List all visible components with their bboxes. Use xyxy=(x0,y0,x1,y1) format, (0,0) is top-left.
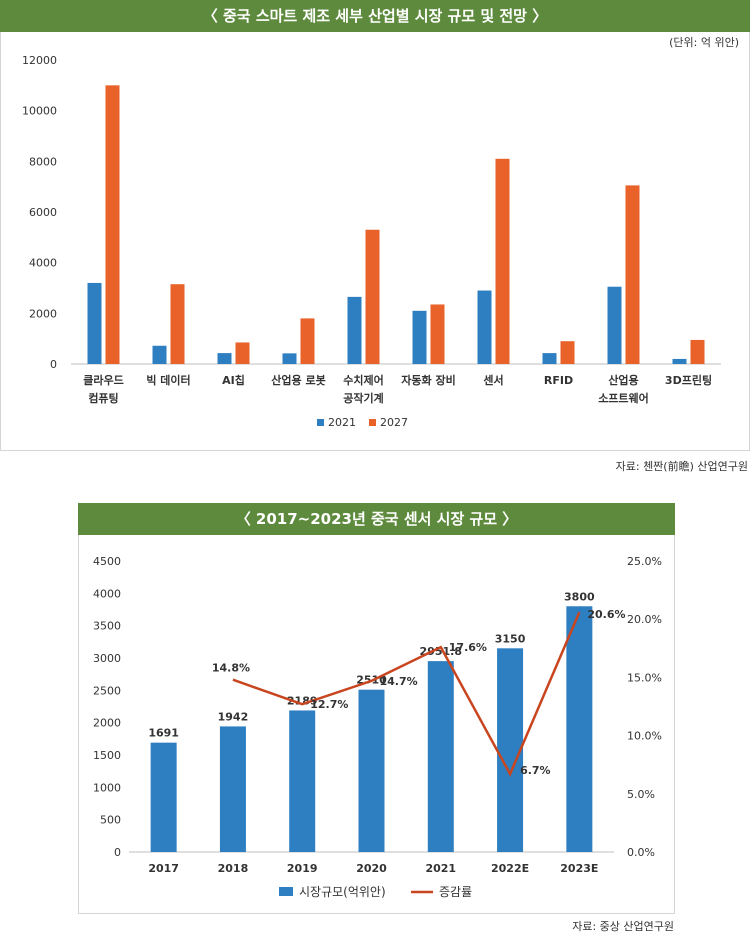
bar-2021 xyxy=(217,353,232,364)
y-tick-label: 10000 xyxy=(22,105,57,118)
y2-tick-label: 25.0% xyxy=(627,555,662,568)
bar-2021 xyxy=(282,353,297,364)
y-tick-label: 12000 xyxy=(22,54,57,67)
unit-note: (단위: 억 위안) xyxy=(669,36,739,49)
bar-2027 xyxy=(300,318,315,364)
x-tick-label: 센서 xyxy=(483,373,503,387)
y-tick-label: 3500 xyxy=(93,620,121,633)
bar-data-label: 3150 xyxy=(495,632,526,645)
line-data-label: 20.6% xyxy=(587,608,625,621)
bar-2021 xyxy=(672,358,687,364)
chart1-title: 〈 중국 스마트 제조 세부 산업별 시장 규모 및 전망 〉 xyxy=(0,0,750,32)
x-tick-label: RFID xyxy=(544,374,573,387)
bar-2021 xyxy=(607,286,622,364)
y-tick-label: 4000 xyxy=(93,587,121,600)
x-tick-label: 클라우드 xyxy=(83,373,123,387)
x-tick-label: 빅 데이터 xyxy=(146,373,190,387)
bar-2027 xyxy=(560,341,575,364)
x-tick-label: 수치제어 xyxy=(343,373,383,387)
y-tick-label: 3000 xyxy=(93,652,121,665)
line-data-label: 14.8% xyxy=(212,662,250,675)
bar-2021 xyxy=(152,345,167,364)
chart2-panel: 0 500 1000 1500 2000 2500 3000 3500 4000 4500 0.0%… xyxy=(78,535,675,914)
x-tick-label: 2020 xyxy=(356,862,387,875)
legend-label-2021: 2021 xyxy=(328,416,356,429)
y-tick-label: 4500 xyxy=(93,555,121,568)
bar-2021 xyxy=(412,310,427,364)
y-tick-label: 4000 xyxy=(29,257,57,270)
line-data-label: 17.6% xyxy=(449,641,487,654)
bar-2027 xyxy=(690,339,705,364)
y-tick-label: 2000 xyxy=(29,307,57,320)
bar-2021 xyxy=(477,290,492,364)
line-growth-rate xyxy=(232,611,581,777)
bar-market-size xyxy=(150,742,177,852)
chart2-title: 〈 2017~2023년 중국 센서 시장 규모 〉 xyxy=(78,503,675,535)
chart2-source: 자료: 중상 산업연구원 xyxy=(572,920,674,933)
bar-data-label: 2189 xyxy=(287,694,318,707)
bar-market-size xyxy=(427,661,454,852)
x-tick-label: 산업용 xyxy=(608,373,638,387)
bar-2027 xyxy=(365,229,380,364)
chart2-svg: 0 500 1000 1500 2000 2500 3000 3500 4000 4500 0.0%… xyxy=(93,555,662,899)
bar-2027 xyxy=(105,85,120,365)
y2-tick-label: 5.0% xyxy=(627,788,655,801)
bar-data-label: 2951.8 xyxy=(420,645,462,658)
y2-tick-label: 0.0% xyxy=(627,846,655,859)
y-tick-label: 1000 xyxy=(93,781,121,794)
line-data-label: 14.7% xyxy=(380,675,418,688)
legend-label-market-size: 시장규모(억위안) xyxy=(299,885,386,899)
bar-2027 xyxy=(235,342,250,364)
bar-data-label: 1691 xyxy=(148,727,179,740)
y-tick-label: 0 xyxy=(50,358,57,371)
line-data-label: 6.7% xyxy=(520,764,551,777)
legend-swatch-market-size xyxy=(279,887,293,896)
bar-2021 xyxy=(87,282,102,364)
x-tick-label: 공작기계 xyxy=(343,391,383,405)
y2-tick-label: 10.0% xyxy=(627,730,662,743)
line-data-label: 12.7% xyxy=(310,698,348,711)
x-tick-label: 2022E xyxy=(491,862,529,875)
y-tick-label: 0 xyxy=(114,846,121,859)
bar-2027 xyxy=(625,185,640,364)
bar-2021 xyxy=(542,353,557,364)
y-tick-label: 1500 xyxy=(93,749,121,762)
bar-market-size xyxy=(219,726,246,852)
x-tick-label: 3D프린팅 xyxy=(665,373,712,387)
x-tick-label: 2021 xyxy=(425,862,456,875)
x-tick-label: 소프트웨어 xyxy=(598,391,649,405)
legend-swatch-2021 xyxy=(317,419,324,426)
x-tick-label: 2023E xyxy=(560,862,598,875)
bar-2027 xyxy=(495,158,510,364)
y-tick-label: 2000 xyxy=(93,717,121,730)
y-tick-label: 500 xyxy=(100,814,121,827)
legend-swatch-2027 xyxy=(369,419,376,426)
bar-market-size xyxy=(289,710,316,852)
bar-2027 xyxy=(170,284,185,364)
bar-market-size xyxy=(358,689,385,852)
y-tick-label: 8000 xyxy=(29,155,57,168)
legend-label-2027: 2027 xyxy=(380,416,408,429)
bar-2021 xyxy=(347,296,362,364)
x-tick-label: 2017 xyxy=(148,862,179,875)
bar-market-size xyxy=(497,648,524,852)
x-tick-label: 2019 xyxy=(287,862,318,875)
y2-tick-label: 20.0% xyxy=(627,613,662,626)
x-tick-label: 산업용 로봇 xyxy=(271,373,325,387)
bar-data-label: 3800 xyxy=(564,590,595,603)
legend-label-growth-rate: 증감률 xyxy=(439,885,472,899)
x-tick-label: 컴퓨팅 xyxy=(88,391,118,405)
chart1-panel: (단위: 억 위안) 0 2000 4000 6000 8000 10000 12000 클라우… xyxy=(0,32,750,451)
chart1-svg: (단위: 억 위안) 0 2000 4000 6000 8000 10000 12000 클라우… xyxy=(22,36,739,429)
bar-data-label: 1942 xyxy=(218,710,249,723)
y-tick-label: 6000 xyxy=(29,206,57,219)
chart1-source: 자료: 첸짠(前瞻) 산업연구원 xyxy=(615,460,748,473)
x-tick-label: 2018 xyxy=(218,862,249,875)
x-tick-label: 자동화 장비 xyxy=(401,373,455,387)
y2-tick-label: 15.0% xyxy=(627,671,662,684)
x-tick-label: AI칩 xyxy=(222,373,245,387)
bar-2027 xyxy=(430,304,445,364)
y-tick-label: 2500 xyxy=(93,684,121,697)
bar-market-size xyxy=(566,606,593,852)
